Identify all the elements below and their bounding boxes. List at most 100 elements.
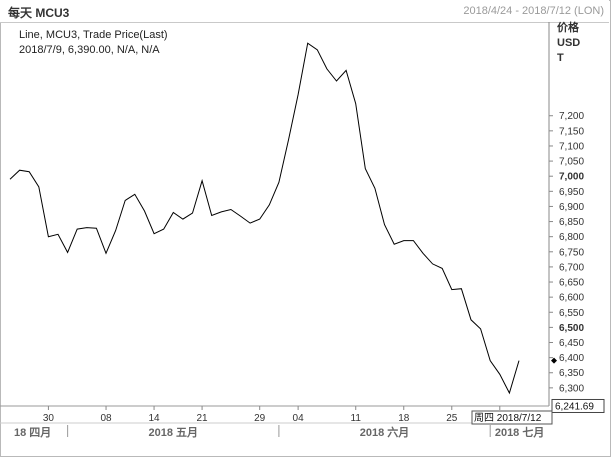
- price-point: [124, 199, 126, 201]
- price-point: [210, 214, 212, 216]
- price-point: [287, 139, 289, 141]
- y-tick-label: 6,400: [559, 353, 584, 364]
- y-tick-label: 6,600: [559, 293, 584, 304]
- x-tick-label: 21: [197, 413, 209, 424]
- price-point: [28, 170, 30, 172]
- x-tick-label: 29: [254, 413, 266, 424]
- price-point: [47, 235, 49, 237]
- x-tick-label: 08: [100, 413, 112, 424]
- price-point: [355, 102, 357, 104]
- price-point: [451, 288, 453, 290]
- price-point: [153, 232, 155, 234]
- y-axis-label-price: 价格: [557, 22, 579, 34]
- price-point: [403, 239, 405, 241]
- price-point: [162, 228, 164, 230]
- price-point: [249, 222, 251, 224]
- price-point: [307, 42, 309, 44]
- price-point: [258, 218, 260, 220]
- y-tick-label: 6,650: [559, 278, 584, 289]
- plot-area: 6,241.69: [9, 42, 605, 413]
- legend-series-label: Line, MCU3, Trade Price(Last): [19, 29, 168, 41]
- x-period-label: 2018 七月: [495, 425, 545, 439]
- price-point: [297, 93, 299, 95]
- price-point: [518, 359, 520, 361]
- x-period-label: 2018 五月: [148, 426, 198, 439]
- price-point: [134, 193, 136, 195]
- y-tick-label: 6,500: [559, 323, 584, 334]
- y-tick-label: 6,750: [559, 247, 584, 258]
- y-tick-label: 6,950: [559, 187, 584, 198]
- price-point: [57, 233, 59, 235]
- price-point: [345, 69, 347, 71]
- y-tick-label: 6,550: [559, 308, 584, 319]
- price-point: [239, 215, 241, 217]
- y-tick-label: 7,150: [559, 126, 584, 137]
- y-tick-label: 7,000: [559, 172, 584, 183]
- y-tick-label: 7,100: [559, 141, 584, 152]
- price-point: [66, 251, 68, 253]
- price-point: [268, 204, 270, 206]
- y-tick-label: 6,700: [559, 262, 584, 273]
- price-point: [412, 239, 414, 241]
- y-tick-label: 7,050: [559, 157, 584, 168]
- price-point: [431, 263, 433, 265]
- price-point: [326, 68, 328, 70]
- price-point: [201, 180, 203, 182]
- price-point: [143, 210, 145, 212]
- y-axis-label-unit: T: [557, 52, 564, 64]
- x-tick-label: 11: [351, 413, 362, 424]
- y-axis-header: 价格 USD T: [557, 21, 580, 66]
- x-tick-label: 30: [43, 413, 55, 424]
- x-tick-label: 18: [398, 413, 410, 424]
- price-point: [191, 212, 193, 214]
- price-point: [470, 319, 472, 321]
- date-range: 2018/4/24 - 2018/7/12 (LON): [463, 5, 604, 17]
- price-point: [383, 223, 385, 225]
- price-point: [316, 49, 318, 51]
- y-axis: 6,300 6,350 6,400 6,450 6,500 6,550 6,600 6,650…: [548, 22, 584, 406]
- price-point: [278, 181, 280, 183]
- y-tick-label: 6,450: [559, 338, 584, 349]
- price-point: [460, 287, 462, 289]
- x-tick-label: 14: [148, 413, 160, 424]
- price-point: [499, 373, 501, 375]
- price-point: [18, 169, 20, 171]
- current-value-box: [551, 398, 605, 413]
- price-point: [105, 252, 107, 254]
- x-tick-label: 25: [446, 413, 458, 424]
- price-line: [9, 42, 520, 395]
- y-tick-label: 6,300: [559, 383, 584, 394]
- legend-value-readout: 2018/7/9, 6,390.00, N/A, N/A: [19, 44, 160, 56]
- price-point: [335, 80, 337, 82]
- price-point: [9, 178, 11, 180]
- cursor-label: 周四 2018/7/12: [474, 412, 542, 424]
- price-point: [230, 208, 232, 210]
- price-point: [441, 267, 443, 269]
- price-point: [479, 328, 481, 330]
- price-point: [95, 227, 97, 229]
- last-value-marker: [551, 357, 557, 364]
- price-point: [38, 186, 40, 188]
- price-point: [374, 187, 376, 189]
- y-tick-label: 6,900: [559, 202, 584, 213]
- price-point: [364, 167, 366, 169]
- y-tick-label: 6,850: [559, 217, 584, 228]
- price-point: [182, 218, 184, 220]
- y-tick-label: 6,800: [559, 232, 584, 243]
- price-point: [422, 252, 424, 254]
- x-tick-label: 04: [293, 413, 305, 424]
- cursor-label-box: [471, 410, 553, 425]
- price-point: [489, 359, 491, 361]
- price-point: [220, 211, 222, 213]
- cursor-overlay: 周四 2018/7/12: [471, 410, 553, 425]
- price-point: [76, 228, 78, 230]
- chart-title: 每天 MCU3: [8, 6, 70, 20]
- y-tick-label: 6,350: [559, 368, 584, 379]
- chart-title-bar: 每天 MCU3 2018/4/24 - 2018/7/12 (LON): [0, 0, 609, 23]
- x-period-label: 2018 六月: [360, 425, 410, 439]
- x-period-label: 18 四月: [14, 426, 51, 439]
- price-point: [172, 211, 174, 213]
- chart-legend: Line, MCU3, Trade Price(Last) 2018/7/9, …: [19, 28, 168, 58]
